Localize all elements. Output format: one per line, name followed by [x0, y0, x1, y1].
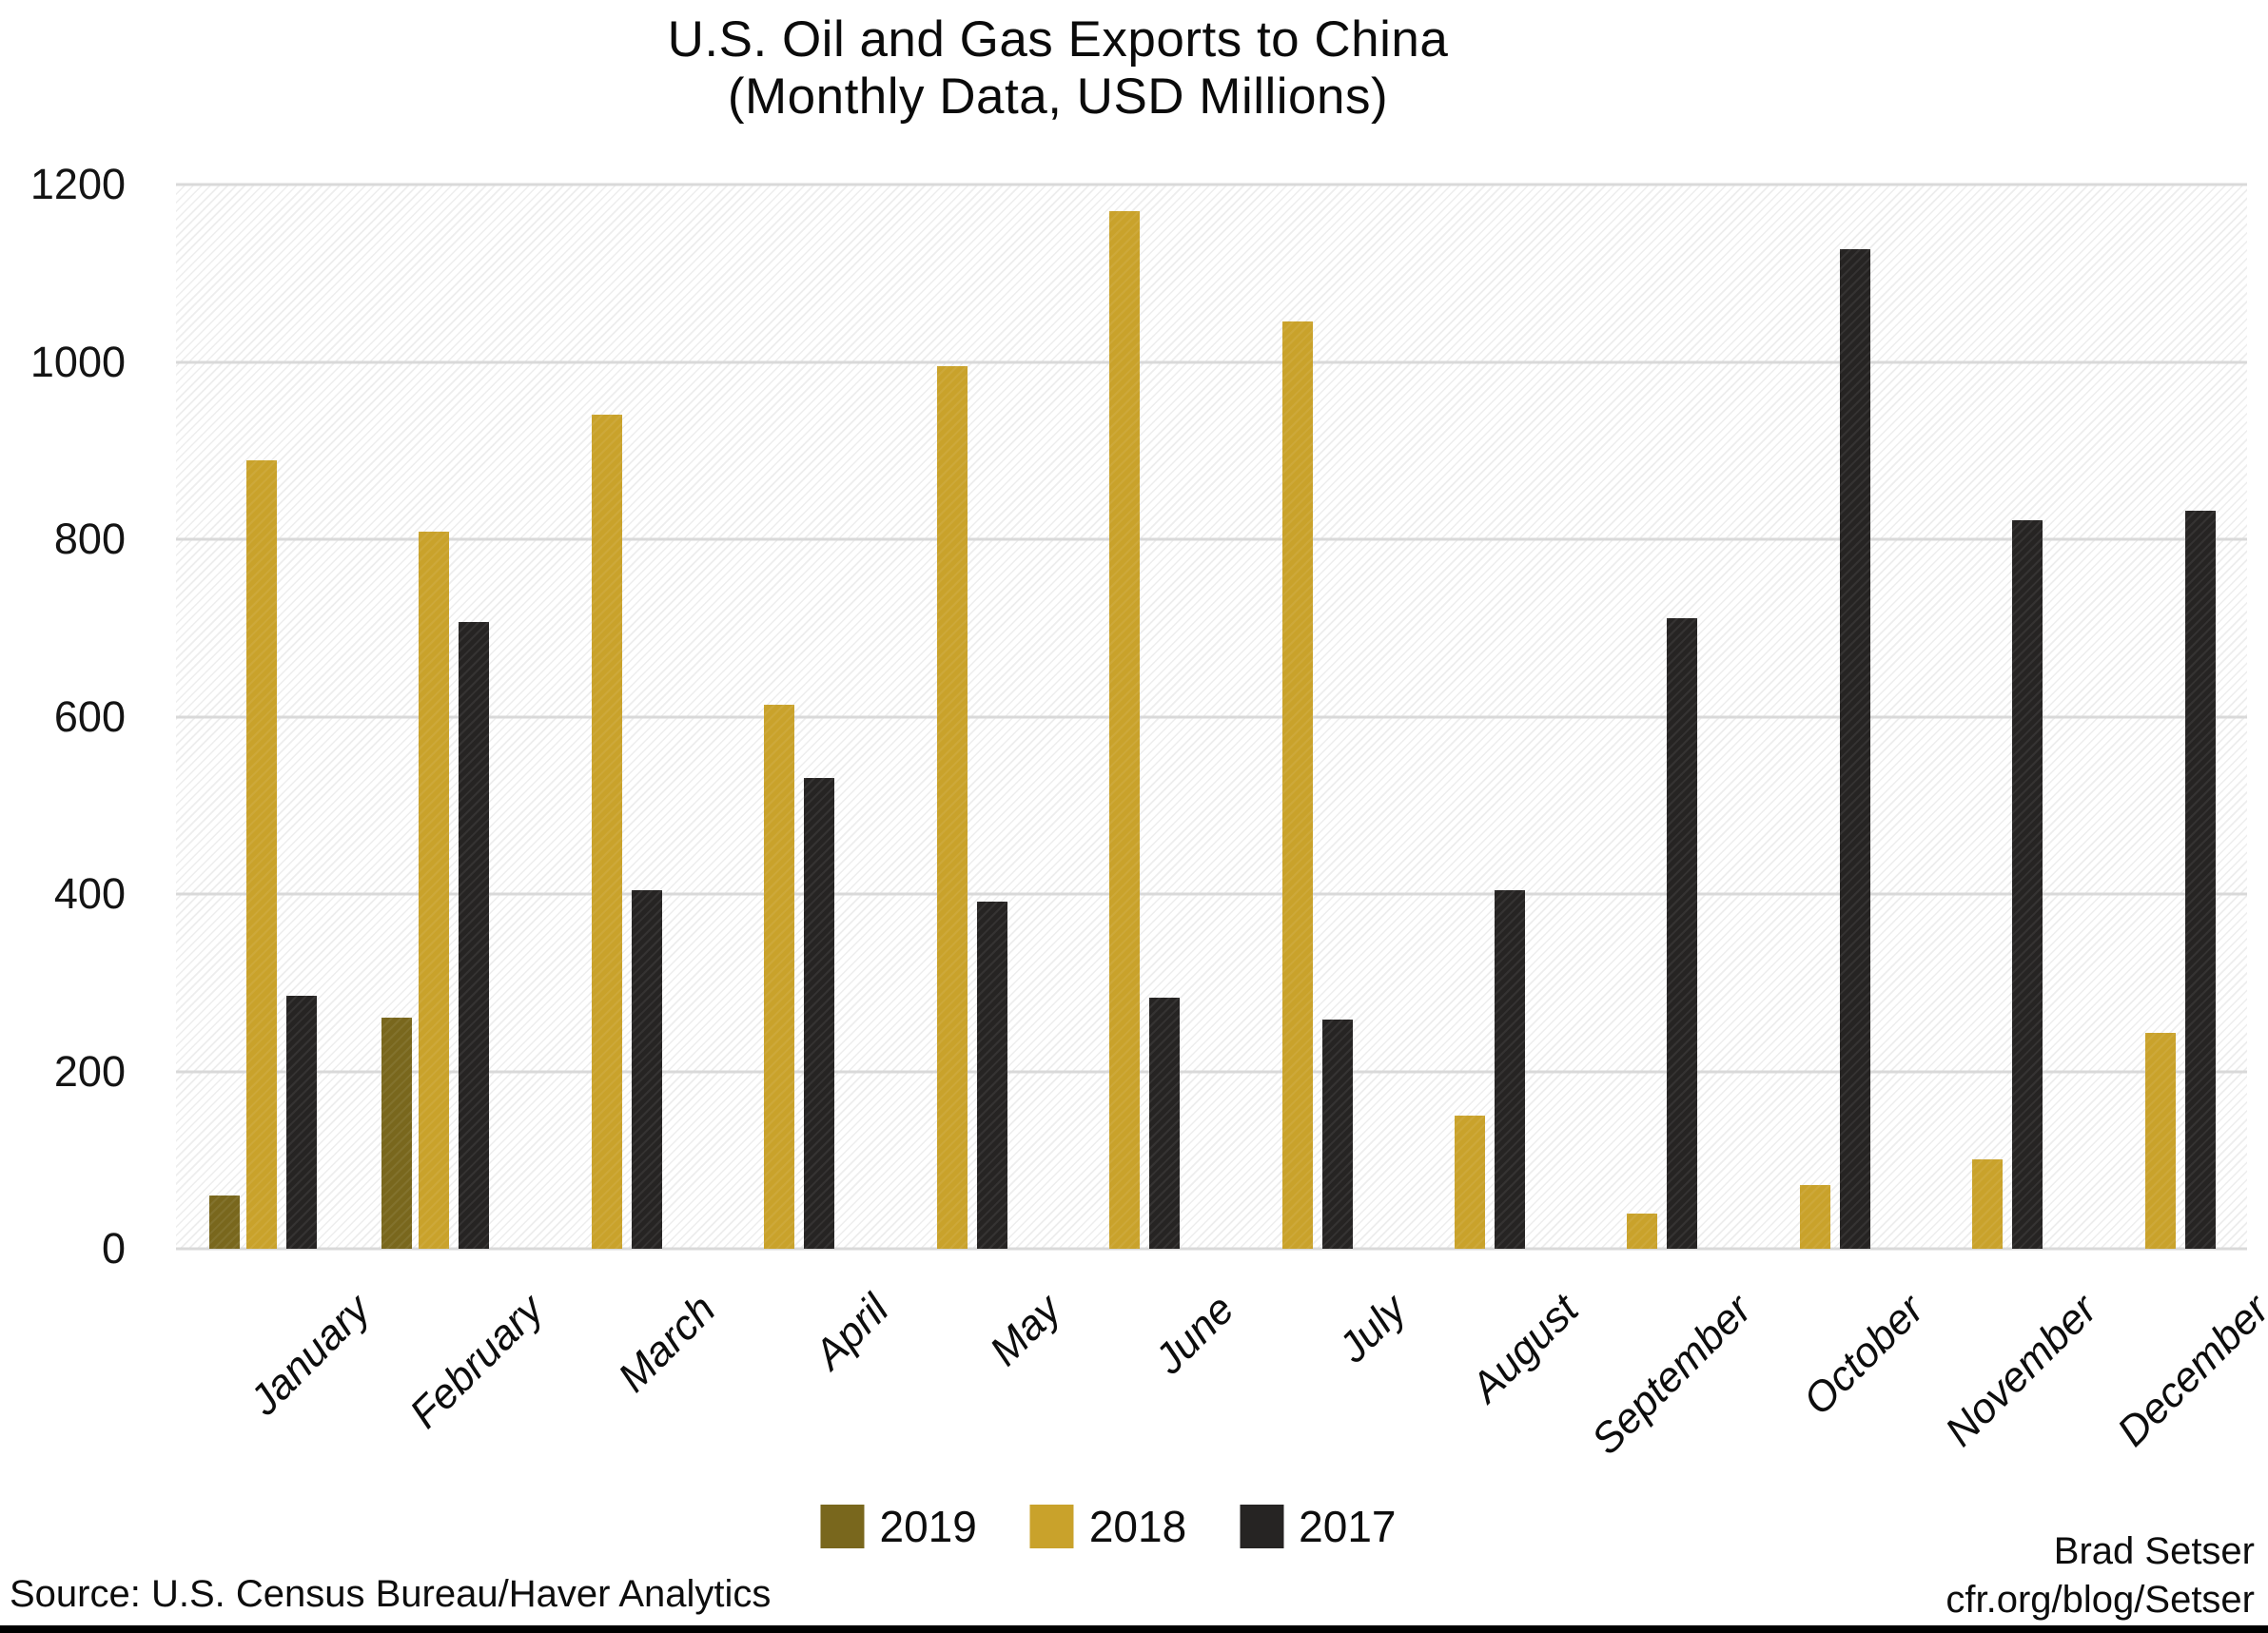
- author-name: Brad Setser: [2053, 1530, 2255, 1572]
- bar-2019-january: [209, 1196, 240, 1249]
- bottom-rule: [0, 1625, 2268, 1633]
- legend-item-2019: 2019: [820, 1501, 977, 1552]
- x-label-december: December: [2108, 1286, 2268, 1456]
- x-label-march: March: [609, 1286, 725, 1402]
- y-tick-label-0: 0: [101, 1224, 126, 1273]
- bar-2018-july: [1281, 321, 1313, 1249]
- bar-2018-october: [1799, 1184, 1830, 1249]
- author-url: cfr.org/blog/Setser: [1945, 1579, 2255, 1621]
- x-label-may: May: [981, 1286, 1070, 1375]
- bar-2018-august: [1454, 1116, 1485, 1249]
- x-label-july: July: [1329, 1286, 1416, 1371]
- bar-2019-february: [381, 1017, 413, 1249]
- y-tick-label-600: 600: [53, 691, 126, 741]
- bar-2018-february: [419, 531, 450, 1249]
- legend-item-2017: 2017: [1240, 1501, 1397, 1552]
- month-slot-december: [2075, 185, 2247, 1249]
- bar-2017-june: [1149, 998, 1181, 1249]
- x-label-february: February: [401, 1286, 553, 1438]
- x-label-october: October: [1794, 1286, 1933, 1425]
- y-tick-label-400: 400: [53, 869, 126, 918]
- x-label-june: June: [1145, 1286, 1243, 1384]
- bar-2018-may: [936, 366, 968, 1249]
- bar-2018-april: [764, 705, 795, 1249]
- bar-2017-february: [459, 621, 490, 1249]
- month-slot-november: [1902, 185, 2074, 1249]
- legend-swatch-2019: [820, 1505, 865, 1548]
- x-label-november: November: [1936, 1286, 2106, 1456]
- source-note: Source: U.S. Census Bureau/Haver Analyti…: [10, 1573, 772, 1615]
- chart-title-line1: U.S. Oil and Gas Exports to China: [667, 11, 1449, 68]
- bar-2017-august: [1494, 890, 1525, 1249]
- gridline-0: [176, 1247, 2247, 1251]
- gridline-200: [176, 1070, 2247, 1073]
- month-slot-february: [348, 185, 520, 1249]
- bar-2017-march: [631, 890, 662, 1249]
- bar-2017-july: [1321, 1020, 1353, 1249]
- x-label-september: September: [1582, 1286, 1761, 1464]
- month-slot-october: [1730, 185, 1902, 1249]
- y-tick-label-1000: 1000: [29, 337, 126, 386]
- x-label-january: January: [241, 1286, 381, 1425]
- gridline-1200: [176, 183, 2247, 186]
- chart-title-line2: (Monthly Data, USD Millions): [727, 68, 1389, 125]
- legend-label-2019: 2019: [879, 1502, 977, 1551]
- month-slot-march: [521, 185, 694, 1249]
- month-slot-june: [1039, 185, 1211, 1249]
- bar-2018-september: [1627, 1213, 1658, 1249]
- bar-2017-january: [286, 996, 317, 1249]
- chart-title: U.S. Oil and Gas Exports to China (Month…: [0, 11, 2268, 126]
- plot-area: [176, 183, 2247, 1251]
- legend-swatch-2018: [1029, 1505, 1074, 1548]
- bar-2017-december: [2184, 511, 2216, 1249]
- x-label-august: August: [1462, 1286, 1588, 1411]
- y-tick-label-200: 200: [53, 1046, 126, 1096]
- bar-2018-march: [591, 415, 622, 1249]
- gridline-1000: [176, 360, 2247, 363]
- bar-2017-april: [804, 777, 835, 1249]
- bar-2018-june: [1109, 210, 1141, 1249]
- month-slot-april: [694, 185, 866, 1249]
- y-tick-label-1200: 1200: [29, 160, 126, 208]
- legend-swatch-2017: [1240, 1505, 1284, 1548]
- legend-label-2017: 2017: [1299, 1502, 1397, 1551]
- gridline-600: [176, 715, 2247, 718]
- bar-2018-january: [246, 460, 277, 1249]
- bar-2017-september: [1667, 618, 1698, 1249]
- legend-label-2018: 2018: [1088, 1502, 1187, 1551]
- y-tick-label-800: 800: [53, 515, 126, 563]
- month-slot-august: [1384, 185, 1556, 1249]
- bar-2018-november: [1972, 1158, 2004, 1249]
- gridline-400: [176, 892, 2247, 896]
- gridline-800: [176, 537, 2247, 541]
- month-slot-may: [867, 185, 1039, 1249]
- bar-2018-december: [2144, 1033, 2176, 1249]
- bar-2017-november: [2012, 520, 2043, 1249]
- x-label-april: April: [805, 1286, 898, 1378]
- month-slot-january: [176, 185, 348, 1249]
- bar-2017-may: [976, 902, 1007, 1249]
- author-credit: Brad Setser cfr.org/blog/Setser: [1945, 1527, 2255, 1624]
- month-slot-september: [1556, 185, 1729, 1249]
- legend-item-2018: 2018: [1029, 1501, 1187, 1552]
- bar-2017-october: [1839, 249, 1870, 1249]
- month-slot-july: [1212, 185, 1384, 1249]
- legend: 2019 2018 2017: [820, 1501, 1397, 1552]
